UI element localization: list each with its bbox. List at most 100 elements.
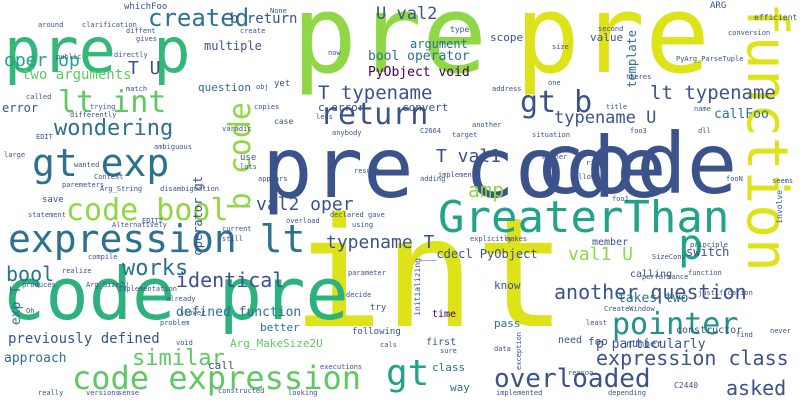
word: foo3 (630, 127, 647, 135)
word: performance (642, 273, 689, 281)
word: pre (292, 0, 488, 98)
word: exception (515, 332, 523, 370)
word: slower (180, 309, 206, 317)
word: gt (386, 353, 430, 394)
word: Arg_MakeSize2U (230, 337, 323, 350)
word: call (208, 359, 235, 372)
word: sense (118, 389, 140, 397)
word: gave (368, 211, 385, 219)
word: realize (62, 267, 92, 275)
word: makes (506, 235, 528, 243)
word: initializing (413, 258, 422, 316)
word: justification (698, 289, 753, 297)
word: seems (772, 177, 794, 185)
word: better (260, 321, 300, 334)
word: yet (274, 79, 291, 89)
word: int (292, 185, 567, 362)
word: val2 oper (256, 194, 354, 215)
word: involve (775, 190, 784, 224)
word: obj (256, 83, 269, 91)
word: callFoo (714, 107, 769, 122)
word: pre (515, 0, 711, 98)
word: type (450, 25, 470, 34)
word: disambiguation (160, 185, 220, 193)
word: CreateWindow (604, 305, 655, 313)
word: lt int (58, 85, 167, 120)
word: never (770, 327, 792, 335)
word: use (240, 153, 257, 163)
word: gt exp (32, 141, 170, 185)
word: ambiguous (154, 143, 192, 151)
word: data (494, 345, 511, 353)
word: large (4, 151, 26, 159)
word: way (450, 381, 470, 394)
word: void (176, 339, 193, 347)
word: gives (136, 35, 158, 43)
word: save (42, 195, 64, 205)
word: result (354, 167, 380, 175)
word: try (370, 303, 387, 313)
word: allow (574, 173, 596, 181)
word: p particularly (596, 337, 706, 352)
word: expression lt (8, 217, 306, 261)
word: number (626, 339, 663, 350)
word: clarification (82, 21, 137, 29)
word: created (148, 4, 250, 32)
word: depending (608, 389, 646, 397)
word: target (452, 131, 478, 139)
word: problem (160, 319, 190, 327)
word: whichFoo (124, 2, 168, 12)
word: trying (90, 103, 116, 111)
word: executions (320, 363, 363, 371)
word: fooN (726, 175, 743, 183)
word: constructed (218, 387, 265, 395)
word: question (198, 81, 251, 94)
word: explicitly (470, 235, 513, 243)
word: p (678, 220, 704, 269)
word: copies (254, 103, 280, 111)
word: EDIT2 (142, 217, 164, 225)
word: decide (346, 291, 372, 299)
word: sure (440, 347, 457, 355)
word: Context (94, 173, 124, 181)
word: paremeters (62, 181, 105, 189)
word: public (56, 53, 82, 61)
word: Arg_Size2U (86, 281, 129, 289)
word: code expression (72, 359, 361, 397)
word: code bool (66, 193, 229, 228)
word: scope (490, 31, 524, 44)
word: return (320, 97, 429, 132)
word: directly (114, 51, 148, 59)
word: bool operator (368, 49, 470, 64)
word: less (316, 113, 333, 121)
word: situation (532, 131, 570, 139)
word: approach (4, 351, 67, 366)
word: gt b (520, 85, 593, 120)
word: already (166, 295, 196, 303)
word: adding (420, 175, 446, 183)
word: Arg_String (100, 185, 143, 193)
word: size (552, 43, 569, 51)
word: second (598, 25, 624, 33)
word: efficient (754, 13, 798, 22)
word: bool (6, 262, 55, 286)
word: code (535, 115, 738, 213)
word: varadic (222, 125, 252, 133)
word: still (222, 235, 244, 243)
word: reason (568, 369, 594, 377)
word: wanted (74, 161, 100, 169)
word: argument (410, 37, 468, 51)
word: amp (468, 178, 505, 202)
word: function (688, 269, 722, 277)
word: current (222, 225, 252, 233)
word: foo (588, 335, 608, 348)
word: convert (402, 101, 449, 114)
word: case (274, 117, 294, 126)
word: parameter (348, 269, 386, 277)
word: works (122, 256, 189, 281)
word: overloaded (494, 364, 651, 394)
word: previously defined (8, 331, 160, 347)
word: need (558, 335, 583, 346)
word: __cdecl PyObject (422, 247, 538, 261)
